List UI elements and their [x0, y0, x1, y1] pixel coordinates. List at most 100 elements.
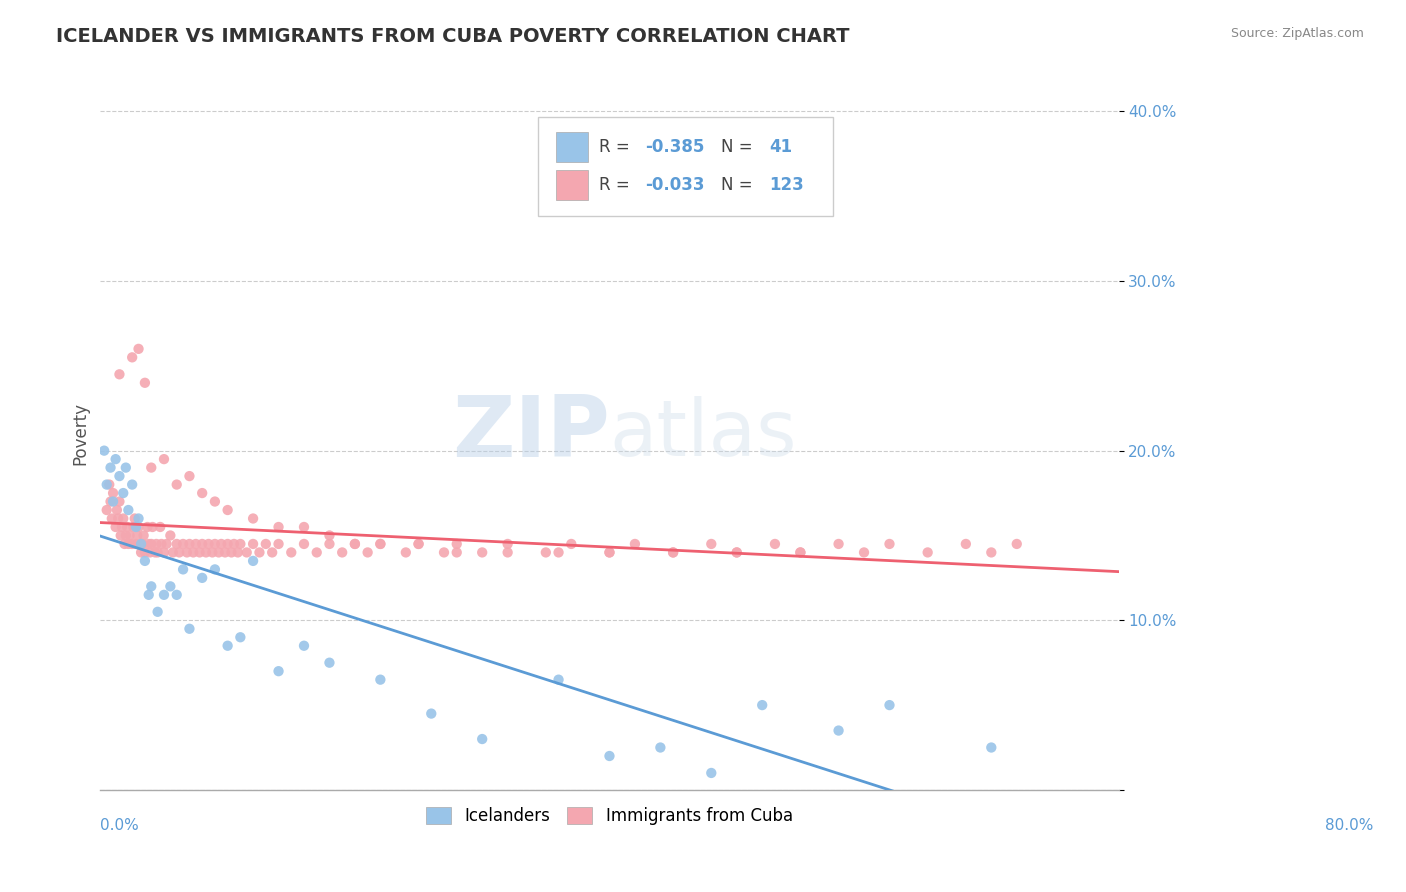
Point — [262, 545, 284, 559]
Point — [827, 723, 849, 738]
Point — [101, 494, 124, 508]
Point — [112, 511, 135, 525]
Point — [129, 537, 152, 551]
Point — [181, 545, 204, 559]
Point — [370, 537, 392, 551]
Point — [560, 537, 582, 551]
Point — [128, 520, 150, 534]
Point — [141, 460, 163, 475]
Point — [229, 537, 252, 551]
Text: R =: R = — [599, 137, 636, 155]
Point — [153, 545, 176, 559]
Point — [111, 520, 134, 534]
Point — [125, 520, 148, 534]
Point — [204, 562, 226, 576]
Point — [292, 537, 315, 551]
Point — [125, 537, 148, 551]
Point — [1005, 537, 1028, 551]
Point — [122, 520, 145, 534]
Point — [112, 486, 135, 500]
Point — [267, 664, 290, 678]
Point — [547, 545, 569, 559]
Point — [162, 545, 184, 559]
Text: R =: R = — [599, 176, 636, 194]
Point — [155, 537, 177, 551]
Point — [280, 545, 302, 559]
Point — [420, 706, 443, 721]
Point — [166, 588, 188, 602]
Point — [110, 528, 132, 542]
Point — [146, 605, 169, 619]
Text: N =: N = — [721, 137, 758, 155]
Point — [201, 545, 224, 559]
Point — [242, 537, 264, 551]
Point — [108, 368, 131, 382]
Point — [204, 537, 226, 551]
Point — [650, 740, 672, 755]
Text: Source: ZipAtlas.com: Source: ZipAtlas.com — [1230, 27, 1364, 40]
Point — [853, 545, 876, 559]
Point — [356, 545, 378, 559]
Point — [134, 554, 156, 568]
Point — [134, 376, 156, 390]
Point — [118, 528, 141, 542]
Bar — [555, 170, 588, 200]
Point — [93, 443, 115, 458]
Point — [197, 537, 219, 551]
Point — [408, 537, 430, 551]
Point — [318, 528, 340, 542]
Point — [955, 537, 977, 551]
Point — [107, 511, 129, 525]
Point — [138, 588, 160, 602]
Point — [700, 766, 723, 780]
Point — [108, 469, 131, 483]
Point — [433, 545, 456, 559]
Point — [117, 503, 139, 517]
Point — [330, 545, 353, 559]
Point — [217, 537, 239, 551]
Y-axis label: Poverty: Poverty — [72, 402, 89, 466]
Point — [188, 545, 211, 559]
Point — [141, 579, 163, 593]
Point — [725, 545, 748, 559]
Point — [179, 537, 201, 551]
Point — [128, 511, 150, 525]
Point — [763, 537, 786, 551]
Point — [229, 630, 252, 644]
Text: 41: 41 — [769, 137, 793, 155]
Point — [879, 698, 901, 712]
Point — [121, 351, 143, 365]
Point — [598, 749, 620, 764]
Point — [150, 537, 173, 551]
Point — [446, 537, 468, 551]
Point — [408, 537, 430, 551]
Point — [318, 537, 340, 551]
Point — [96, 503, 118, 517]
Point — [134, 545, 156, 559]
Point — [496, 537, 519, 551]
Point — [179, 469, 201, 483]
Point — [217, 503, 239, 517]
Point — [598, 545, 620, 559]
Point — [221, 545, 243, 559]
Point — [114, 460, 136, 475]
Point — [214, 545, 236, 559]
Point — [108, 494, 131, 508]
Point — [149, 520, 172, 534]
Point — [191, 571, 214, 585]
Point — [172, 537, 194, 551]
Point — [153, 452, 176, 467]
Point — [98, 477, 121, 491]
Point — [249, 545, 271, 559]
Point — [370, 673, 392, 687]
Point — [980, 740, 1002, 755]
Point — [121, 537, 143, 551]
Point — [725, 545, 748, 559]
Point — [267, 520, 290, 534]
Point — [254, 537, 277, 551]
Point — [131, 537, 153, 551]
Point — [242, 554, 264, 568]
Point — [547, 673, 569, 687]
Point — [128, 342, 150, 356]
Text: 80.0%: 80.0% — [1324, 819, 1374, 833]
